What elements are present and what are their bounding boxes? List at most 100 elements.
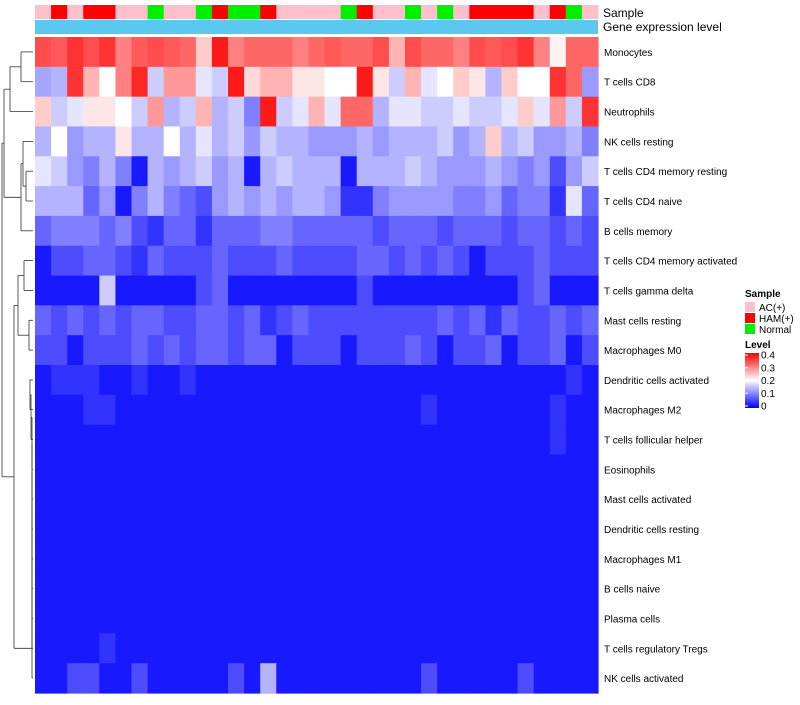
- heatmap-cell: [179, 484, 197, 515]
- heatmap-cell: [549, 96, 567, 128]
- heatmap-cell: [163, 245, 181, 277]
- heatmap-cell: [453, 305, 470, 336]
- heatmap-cell: [292, 37, 310, 68]
- heatmap-cell: [485, 305, 503, 336]
- heatmap-cell: [163, 603, 181, 634]
- heatmap-cell: [565, 424, 583, 456]
- heatmap-cell: [163, 633, 181, 664]
- heatmap-cell: [115, 215, 133, 247]
- row-dendrogram: [1, 51, 33, 679]
- heatmap-cell: [565, 186, 583, 217]
- heatmap-cell: [308, 126, 326, 157]
- heatmap-cell: [99, 663, 117, 694]
- heatmap-cell: [421, 275, 438, 306]
- sample-annotation-cell: [308, 5, 326, 19]
- heatmap-cell: [533, 37, 551, 68]
- heatmap-cell: [501, 37, 519, 68]
- heatmap-cell: [51, 454, 68, 485]
- heatmap-cell: [228, 365, 245, 396]
- heatmap-cell: [533, 424, 551, 456]
- heatmap-cell: [131, 514, 149, 545]
- heatmap-cell: [388, 245, 406, 277]
- heatmap-cell: [372, 37, 390, 68]
- heatmap-cell: [67, 603, 84, 634]
- heatmap-cell: [324, 603, 342, 634]
- heatmap-cell: [147, 543, 165, 575]
- heatmap-cell: [228, 603, 245, 634]
- heatmap-cell: [324, 215, 342, 247]
- heatmap-cell: [340, 573, 358, 605]
- heatmap-cell: [99, 603, 117, 634]
- heatmap-cell: [581, 126, 599, 157]
- heatmap-cell: [388, 275, 406, 306]
- heatmap-cell: [260, 126, 277, 157]
- heatmap-cell: [99, 633, 117, 664]
- heatmap-cell: [51, 633, 68, 664]
- heatmap-cell: [372, 514, 390, 545]
- heatmap-cell: [372, 603, 390, 634]
- sample-annotation-bar: [35, 5, 599, 19]
- heatmap-cell: [308, 514, 326, 545]
- heatmap-cell: [308, 484, 326, 515]
- heatmap-cell: [501, 215, 519, 247]
- heatmap-cell: [163, 335, 181, 366]
- row-label: NK cells resting: [604, 137, 673, 148]
- heatmap-cells: [35, 37, 599, 694]
- heatmap-cell: [83, 275, 100, 306]
- heatmap-cell: [421, 305, 438, 336]
- heatmap-cell: [67, 365, 84, 396]
- heatmap-cell: [437, 156, 454, 187]
- heatmap-cell: [228, 424, 245, 456]
- heatmap-cell: [195, 335, 213, 366]
- legend-item-label: Normal: [759, 325, 791, 336]
- heatmap-cell: [260, 573, 277, 605]
- heatmap-cell: [517, 663, 535, 694]
- heatmap-cell: [292, 514, 310, 545]
- heatmap-cell: [147, 394, 165, 426]
- heatmap-cell: [340, 543, 358, 575]
- heatmap-cell: [565, 335, 583, 366]
- heatmap-cell: [501, 335, 519, 366]
- heatmap-cell: [276, 365, 293, 396]
- heatmap-cell: [308, 603, 326, 634]
- heatmap-cell: [517, 305, 535, 336]
- heatmap-cell: [195, 633, 213, 664]
- heatmap-cell: [211, 186, 229, 217]
- heatmap-cell: [163, 37, 181, 68]
- heatmap-cell: [324, 126, 342, 157]
- heatmap-cell: [421, 633, 438, 664]
- heatmap-cell: [276, 275, 293, 306]
- heatmap-cell: [147, 275, 165, 306]
- heatmap-cell: [340, 484, 358, 515]
- heatmap-cell: [99, 335, 117, 366]
- sample-annotation-cell: [179, 5, 197, 19]
- heatmap-cell: [276, 603, 293, 634]
- heatmap-cell: [292, 305, 310, 336]
- heatmap-cell: [437, 335, 454, 366]
- heatmap-cell: [308, 215, 326, 247]
- heatmap-cell: [244, 186, 261, 217]
- row-label: T cells gamma delta: [604, 287, 694, 298]
- sample-annotation-cell: [565, 5, 583, 19]
- heatmap-cell: [356, 66, 374, 98]
- sample-annotation-cell: [533, 5, 551, 19]
- heatmap-cell: [244, 335, 261, 366]
- heatmap-cell: [437, 543, 454, 575]
- heatmap-cell: [35, 365, 52, 396]
- heatmap-cell: [356, 335, 374, 366]
- heatmap-cell: [179, 215, 197, 247]
- heatmap-cell: [404, 365, 422, 396]
- heatmap-cell: [340, 663, 358, 694]
- heatmap-cell: [437, 305, 454, 336]
- heatmap-cell: [147, 633, 165, 664]
- heatmap-cell: [83, 663, 100, 694]
- row-label: Dendritic cells resting: [604, 525, 699, 536]
- heatmap-cell: [501, 66, 519, 98]
- heatmap-cell: [51, 514, 68, 545]
- heatmap-cell: [388, 394, 406, 426]
- heatmap-cell: [324, 37, 342, 68]
- heatmap-cell: [404, 37, 422, 68]
- heatmap-cell: [35, 603, 52, 634]
